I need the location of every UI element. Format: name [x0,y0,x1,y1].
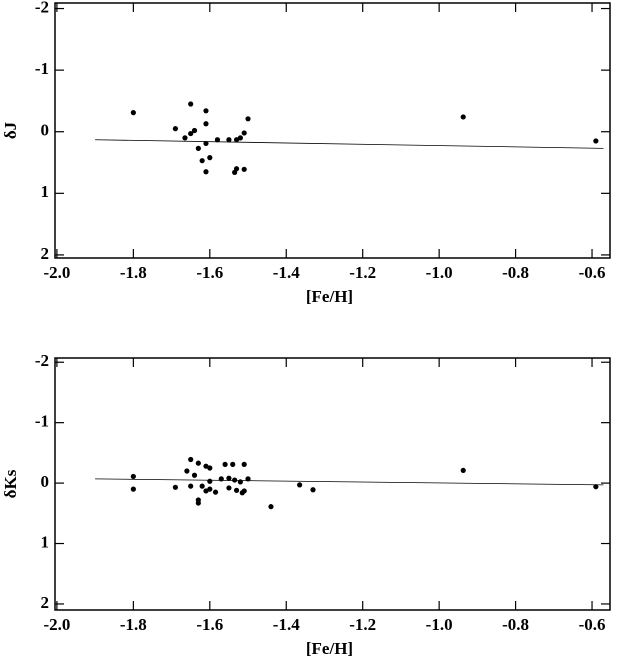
data-point [188,101,194,107]
y-axis-label: δJ [1,121,20,139]
data-point [207,465,213,471]
data-point [222,461,228,467]
x-tick-label: -1.4 [273,263,300,282]
x-tick-label: -0.8 [502,615,529,634]
data-point [297,482,303,488]
data-point [214,137,221,143]
x-tick-label: -1.4 [273,615,300,634]
data-point [226,485,232,491]
x-tick-label: -1.6 [196,615,223,634]
x-axis-label: [Fe/H] [306,287,353,306]
data-point [241,488,247,494]
x-tick-label: -1.0 [426,263,453,282]
x-tick-label: -2.0 [43,263,70,282]
data-point [191,472,198,478]
data-point [593,138,599,144]
data-point [245,116,251,122]
data-point [232,477,238,483]
data-point [203,140,209,147]
data-point [230,461,236,467]
data-point [207,486,213,492]
data-point [593,484,599,490]
y-tick-label: 1 [41,182,50,201]
data-point [460,467,466,474]
data-point [130,110,136,116]
y-tick-label: 1 [41,532,50,551]
data-point [237,135,243,141]
data-point [130,486,136,492]
x-tick-label: -2.0 [43,615,70,634]
data-point [310,487,316,493]
data-point [188,483,194,489]
x-tick-label: -1.6 [196,263,223,282]
data-point [188,130,194,137]
y-tick-label: -1 [35,412,49,431]
plot-frame [54,2,611,259]
data-point [226,137,232,143]
data-point [172,484,179,490]
data-point [199,483,205,489]
data-point [195,145,201,151]
y-tick-label: 2 [41,593,50,612]
data-point [226,475,232,481]
data-point [203,169,209,175]
data-point [203,121,209,127]
data-point [184,468,190,474]
y-tick-label: 0 [41,121,50,140]
data-point [207,478,213,484]
data-point [130,473,136,480]
data-point [172,126,179,132]
x-tick-label: -1.8 [120,263,147,282]
plot-frame [54,357,611,611]
y-tick-label: -2 [35,0,49,16]
data-point [207,155,213,161]
x-tick-label: -1.2 [349,263,376,282]
data-point [195,460,201,466]
data-point [268,504,274,510]
data-point [460,114,466,120]
x-axis-label: [Fe/H] [306,639,353,658]
data-point [188,456,194,463]
x-tick-label: -0.8 [502,263,529,282]
data-point [203,108,209,114]
data-point [191,127,198,134]
data-point [182,135,188,141]
data-point [241,166,247,172]
x-tick-label: -0.6 [579,615,606,634]
y-axis-label: δKs [1,469,20,498]
data-point [195,500,201,506]
x-tick-label: -1.2 [349,615,376,634]
data-point [212,489,219,495]
data-point [233,487,240,493]
data-point [241,130,247,136]
fit-line [95,478,604,486]
data-point [199,158,205,164]
data-point [233,166,240,172]
data-point [245,476,251,482]
y-tick-label: 0 [41,472,50,491]
y-tick-label: -2 [35,351,49,370]
fit-line [95,139,604,149]
y-tick-label: -1 [35,59,49,78]
x-tick-label: -1.8 [120,615,147,634]
y-tick-label: 2 [41,244,50,263]
x-tick-label: -1.0 [426,615,453,634]
data-point [241,461,247,467]
x-tick-label: -0.6 [579,263,606,282]
data-point [237,479,243,485]
